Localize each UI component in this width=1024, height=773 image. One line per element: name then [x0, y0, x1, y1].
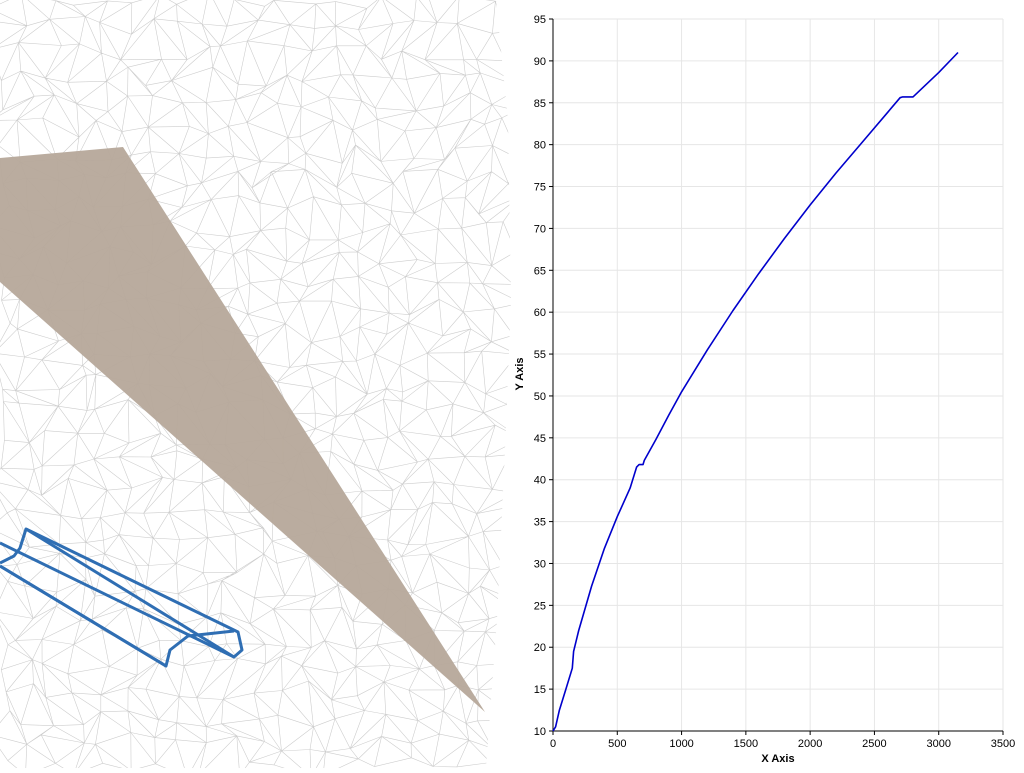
x-axis-title: X Axis	[761, 753, 794, 765]
y-tick-label: 35	[534, 517, 546, 529]
y-tick-label: 25	[534, 600, 546, 612]
view-divider[interactable]	[512, 0, 514, 768]
axes	[552, 19, 1003, 732]
y-tick-label: 60	[534, 307, 546, 319]
y-tick-label: 50	[534, 391, 546, 403]
y-axis-title: Y Axis	[514, 357, 526, 390]
x-tick-label: 1500	[734, 738, 758, 750]
y-tick-label: 80	[534, 140, 546, 152]
x-axis-ticks: 0 500 1000 1500 2000 2500 3000 3500	[550, 731, 1015, 750]
y-tick-label: 15	[534, 684, 546, 696]
3d-viewport[interactable]	[0, 0, 512, 768]
series-layer	[552, 51, 959, 732]
mesh-boundary-mask	[486, 0, 512, 768]
x-tick-label: 3500	[991, 738, 1015, 750]
y-tick-label: 45	[534, 433, 546, 445]
series-line-0	[552, 51, 959, 732]
y-tick-label: 30	[534, 558, 546, 570]
slice-wedge	[0, 147, 485, 712]
y-tick-label: 10	[534, 726, 546, 738]
y-tick-label: 70	[534, 223, 546, 235]
grid	[552, 18, 1004, 732]
y-tick-label: 95	[534, 14, 546, 26]
y-tick-label: 65	[534, 265, 546, 277]
y-tick-label: 20	[534, 642, 546, 654]
x-tick-label: 0	[550, 738, 556, 750]
y-axis-ticks: 10 15 20 25 30 35 40 45 50 55 60 65 70 75 80 85 90 95	[534, 14, 553, 738]
y-tick-label: 40	[534, 475, 546, 487]
y-tick-label: 90	[534, 56, 546, 68]
x-tick-label: 1000	[669, 738, 693, 750]
y-tick-label: 55	[534, 349, 546, 361]
mesh-scene	[0, 0, 512, 768]
line-chart-view[interactable]: 0 500 1000 1500 2000 2500 3000 3500 10 15 20 25 30 3…	[514, 0, 1024, 768]
y-tick-label: 85	[534, 98, 546, 110]
x-tick-label: 2000	[798, 738, 822, 750]
y-tick-label: 75	[534, 182, 546, 194]
x-tick-label: 500	[608, 738, 626, 750]
x-tick-label: 3000	[926, 738, 950, 750]
feature-outline	[0, 527, 244, 668]
x-tick-label: 2500	[862, 738, 886, 750]
line-chart: 0 500 1000 1500 2000 2500 3000 3500 10 15 20 25 30 3…	[514, 14, 1015, 765]
